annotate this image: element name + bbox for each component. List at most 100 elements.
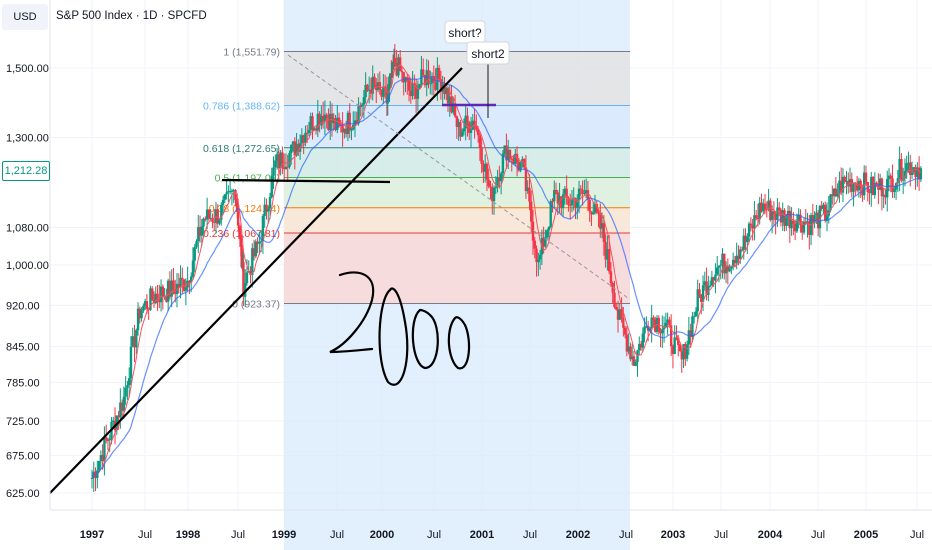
candle-body: [907, 162, 910, 164]
candle-body: [797, 214, 800, 221]
candle-body: [561, 194, 565, 208]
candle-body: [251, 248, 254, 275]
candle-body: [802, 221, 806, 233]
candle-body: [104, 437, 108, 441]
candle-body: [302, 135, 305, 143]
fib-level-label: 0 (923.37): [232, 299, 280, 311]
candle-body: [133, 336, 136, 348]
candle-body: [661, 329, 664, 334]
user-drawings[interactable]: [49, 54, 629, 494]
callouts[interactable]: short? short2: [444, 20, 510, 118]
candle-body: [385, 90, 389, 104]
candle-body: [151, 288, 154, 300]
candle-body: [448, 96, 451, 104]
time-tick-label: 2001: [470, 529, 494, 541]
candle-body: [760, 202, 763, 212]
candle-body: [588, 199, 591, 212]
candle-body: [177, 283, 180, 288]
candle-body: [870, 176, 873, 194]
candle-body: [376, 82, 380, 91]
time-tick-label: 2005: [854, 529, 878, 541]
candle-body: [822, 204, 825, 209]
candle-body: [530, 201, 533, 222]
candle-body: [829, 194, 832, 211]
horizontal-line[interactable]: [221, 178, 391, 184]
candle-body: [211, 218, 214, 222]
candle-body: [618, 309, 621, 320]
candle-body: [586, 190, 590, 200]
time-tick-label: 1998: [176, 529, 200, 541]
candle-body: [703, 281, 707, 286]
time-tick-label: Jul: [811, 529, 825, 541]
candle-body: [216, 209, 219, 224]
fib-level-label: 0.618 (1,272.65): [203, 143, 280, 155]
candle-body: [290, 144, 293, 154]
fibonacci-retracement[interactable]: 1 (1,551.79) 0.786 (1,388.62) 0.618 (1,272…: [203, 47, 630, 311]
candle-body: [498, 177, 501, 182]
time-tick-label: Jul: [714, 529, 728, 541]
callout-short[interactable]: short?: [444, 20, 486, 44]
candle-body: [565, 188, 568, 198]
candle-body: [503, 145, 506, 154]
callout-short2[interactable]: short2: [466, 41, 510, 65]
candle-body: [682, 344, 685, 360]
candle-body: [281, 152, 284, 168]
candle-body: [225, 192, 228, 195]
candle-body: [274, 160, 277, 168]
candle-body: [818, 205, 822, 229]
candle-body: [489, 186, 492, 188]
candle-body: [364, 84, 367, 98]
candle-body: [551, 201, 554, 203]
candle-body: [668, 319, 671, 326]
candle-body: [413, 83, 416, 85]
candle-body: [288, 153, 291, 167]
candle-body: [425, 70, 428, 86]
candle-body: [239, 235, 242, 245]
candle-body: [537, 259, 540, 263]
candle-body: [558, 196, 561, 204]
fib-band: [284, 147, 630, 178]
candle-body: [423, 75, 427, 86]
candle-body: [409, 90, 412, 96]
candle-body: [847, 180, 850, 187]
time-tick-label: 1997: [80, 529, 104, 541]
candle-body: [277, 154, 281, 169]
candle-body: [223, 194, 227, 200]
candle-body: [678, 344, 682, 352]
price-tick-label: 785.00: [6, 377, 40, 389]
candle-body: [446, 87, 450, 104]
candle-body: [200, 226, 204, 236]
candle-body: [726, 265, 730, 272]
candle-body: [517, 161, 521, 171]
candle-body: [623, 327, 627, 335]
candle-body: [526, 187, 529, 192]
candle-body: [475, 125, 478, 130]
candle-body: [859, 180, 862, 189]
candle-body: [832, 188, 836, 197]
candle-body: [343, 128, 346, 133]
candle-body: [411, 83, 414, 96]
trendline[interactable]: [49, 67, 463, 494]
axes: 1,500.00 1,300.00 1,080.00 1,000.00 920.00 84…: [6, 0, 932, 541]
candle-body: [917, 167, 921, 180]
candle-body: [485, 163, 489, 180]
callout-short2-text: short2: [471, 47, 505, 61]
candle-body: [721, 253, 724, 265]
candle-body: [880, 178, 884, 197]
candle-body: [131, 336, 134, 347]
candle-body: [235, 200, 238, 203]
candle-body: [205, 209, 209, 220]
candle-body: [708, 285, 712, 287]
candle-body: [453, 103, 457, 117]
candle-body: [770, 211, 774, 220]
candle-body: [615, 307, 618, 310]
symbol-title[interactable]: S&P 500 Index · 1D · SPCFD: [56, 10, 207, 22]
candle-body: [476, 129, 480, 136]
candle-body: [712, 277, 715, 281]
candle-body: [632, 356, 636, 366]
candle-body: [903, 171, 907, 179]
candle-body: [382, 86, 385, 97]
currency-badge[interactable]: USD: [2, 4, 48, 30]
